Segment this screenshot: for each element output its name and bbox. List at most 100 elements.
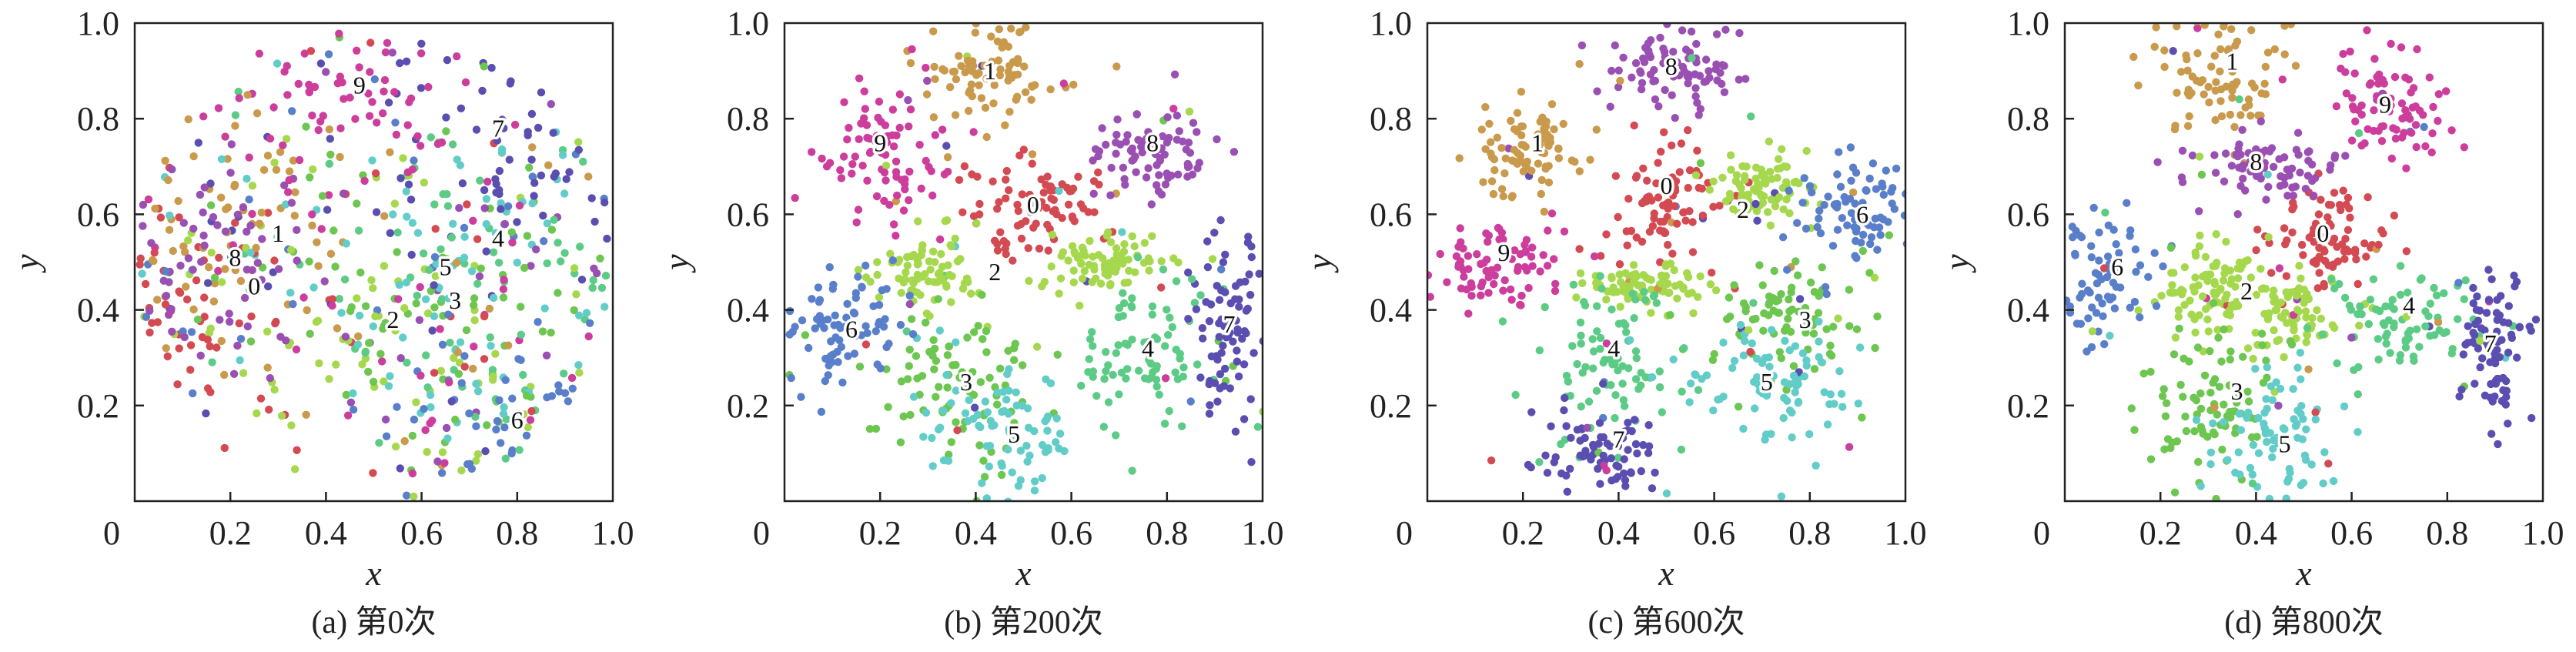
data-point-class-3 [2286,337,2294,346]
data-point-class-9 [848,160,857,169]
data-point-class-2 [2290,325,2298,333]
data-point-class-4 [1677,445,1686,454]
data-point-class-6 [324,50,333,59]
data-point-class-8 [2276,182,2285,190]
data-point-class-0 [1043,172,1052,181]
data-point-class-0 [200,293,209,302]
data-point-class-6 [1847,176,1855,185]
data-point-class-3 [305,257,313,266]
data-point-class-4 [1123,340,1132,349]
data-point-class-9 [858,162,867,170]
data-point-class-1 [1481,102,1490,112]
data-point-class-7 [1581,433,1589,443]
data-point-class-7 [1229,337,1237,346]
data-point-class-0 [1009,256,1017,265]
data-point-class-2 [946,241,955,249]
data-point-class-9 [470,343,478,351]
data-point-class-1 [380,212,389,220]
data-point-class-8 [1671,114,1679,122]
data-point-class-1 [2246,112,2255,120]
data-point-class-8 [527,262,535,270]
cluster-label: 7 [2484,329,2497,357]
data-point-class-6 [1813,222,1822,232]
data-point-class-3 [906,410,915,420]
data-point-class-1 [263,363,272,372]
data-point-class-9 [1480,259,1488,267]
data-point-class-0 [1044,246,1052,255]
data-point-class-9 [2384,105,2394,115]
data-point-class-0 [473,235,482,243]
data-point-class-1 [2254,111,2263,120]
data-point-class-8 [1691,84,1700,92]
data-point-class-2 [942,283,951,291]
data-point-class-8 [2188,151,2197,160]
data-point-class-3 [1858,413,1866,422]
data-point-class-4 [2248,479,2257,488]
data-point-class-1 [528,143,537,152]
data-point-class-7 [1637,466,1645,476]
data-point-class-2 [2195,152,2204,161]
data-point-class-7 [457,104,466,112]
data-point-class-8 [200,241,209,250]
data-point-class-9 [214,266,222,276]
data-point-class-9 [908,45,916,54]
data-point-class-4 [2435,326,2444,335]
data-point-class-9 [445,378,453,386]
cluster-label: 6 [511,406,524,433]
data-point-class-7 [2504,348,2513,357]
data-point-class-5 [1686,379,1695,388]
data-point-class-8 [1735,28,1744,38]
data-point-class-2 [1104,228,1112,236]
data-point-class-9 [1416,292,1423,299]
data-point-class-7 [574,145,583,154]
data-point-class-0 [136,254,145,262]
data-point-class-5 [1789,371,1798,380]
data-point-class-3 [1845,322,1854,330]
data-point-class-1 [1487,177,1497,186]
data-point-class-5 [2276,384,2285,393]
data-point-class-4 [2401,336,2410,344]
data-point-class-1 [2171,122,2180,130]
data-point-class-9 [2346,47,2354,56]
data-point-class-9 [319,112,327,120]
data-point-class-4 [1163,306,1171,314]
data-point-class-4 [1608,345,1617,353]
data-point-class-7 [1563,487,1572,496]
data-point-class-2 [2212,230,2220,239]
data-point-class-6 [896,320,905,329]
data-point-class-5 [2192,416,2201,424]
data-point-class-3 [1793,271,1802,279]
data-point-class-9 [469,216,477,225]
data-point-class-0 [2342,200,2350,209]
y-tick-label: 0.2 [727,387,769,425]
data-point-class-5 [982,442,991,450]
data-point-class-8 [1650,65,1658,75]
data-point-class-7 [1210,229,1219,237]
data-point-class-1 [977,94,986,102]
data-point-class-9 [1473,250,1481,259]
data-point-class-4 [515,446,524,454]
data-point-class-5 [1736,320,1745,329]
data-point-class-7 [1574,503,1582,510]
data-point-class-9 [888,105,898,114]
data-point-class-5 [1715,395,1724,403]
data-point-class-3 [907,315,916,323]
data-point-class-1 [504,341,513,349]
data-point-class-2 [1768,175,1776,183]
data-point-class-0 [960,162,969,171]
data-point-class-1 [326,249,336,258]
data-point-class-6 [1875,223,1884,232]
data-point-class-6 [2130,297,2139,306]
y-tick-label: 1.0 [727,5,769,42]
data-point-class-4 [2369,275,2378,283]
data-point-class-8 [1692,39,1701,48]
data-point-class-0 [2402,247,2411,256]
data-point-class-2 [1741,176,1749,184]
cluster-label: 9 [874,129,886,156]
data-point-class-0 [1037,175,1045,184]
data-point-class-4 [557,257,565,266]
data-point-class-5 [1768,326,1776,334]
data-point-class-5 [1022,441,1031,450]
data-point-class-2 [1106,281,1115,289]
data-point-class-4 [1128,294,1136,303]
